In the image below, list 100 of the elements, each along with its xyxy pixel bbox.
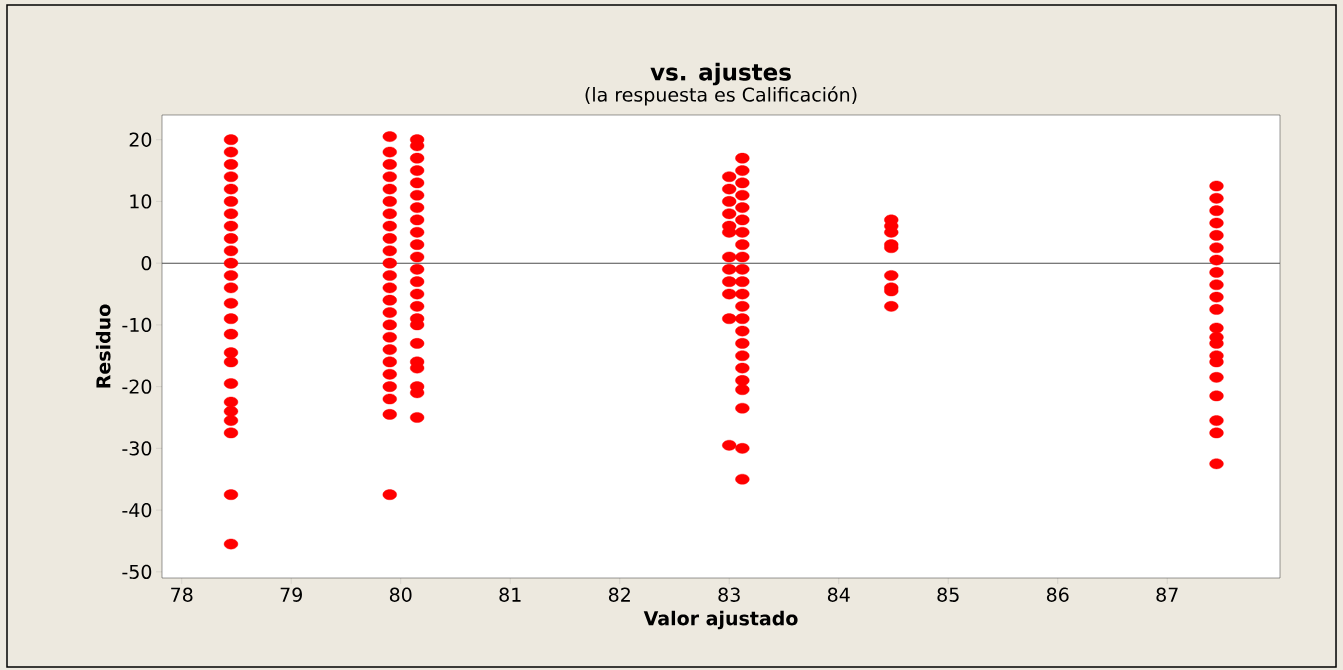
point (722, 171, 737, 183)
point (382, 220, 397, 232)
point (410, 251, 425, 263)
point (382, 319, 397, 331)
y-tick-label: -20 (122, 379, 152, 394)
point (735, 165, 750, 176)
point (223, 208, 239, 220)
point (382, 146, 397, 158)
point (1209, 267, 1224, 278)
point (1209, 458, 1224, 470)
y-tick-label: 10 (130, 194, 152, 209)
point (1209, 230, 1224, 241)
point (223, 427, 239, 439)
point (410, 202, 425, 213)
point (223, 171, 239, 183)
point (884, 227, 899, 238)
y-tick-label: -50 (122, 564, 152, 580)
point (735, 338, 750, 349)
point (1209, 338, 1224, 349)
chart-title: vs. ajustes (650, 62, 791, 86)
point (735, 473, 750, 485)
point (735, 325, 750, 337)
point (722, 183, 737, 195)
point (223, 328, 239, 340)
point (722, 227, 737, 238)
point (1209, 193, 1224, 204)
point (382, 282, 397, 294)
chart-subtitle: (la respuesta es Calificación) (585, 86, 857, 106)
point (410, 227, 425, 238)
point (722, 208, 737, 220)
y-tick-label: -30 (122, 441, 152, 456)
point (223, 220, 239, 232)
x-tick-label: 78 (171, 587, 193, 602)
point (735, 276, 750, 287)
point (410, 165, 425, 176)
point (410, 362, 425, 374)
y-tick-label: -40 (122, 502, 152, 518)
point (410, 387, 425, 399)
point (1209, 372, 1224, 383)
point (410, 301, 425, 312)
point (722, 196, 737, 207)
point (722, 251, 737, 263)
point (1209, 279, 1224, 291)
point (1209, 217, 1224, 229)
point (382, 393, 397, 405)
y-tick-label: 0 (141, 255, 152, 271)
point (410, 214, 425, 226)
point (223, 313, 239, 325)
point (735, 443, 750, 454)
point (884, 270, 899, 281)
point (382, 331, 397, 343)
point (223, 356, 239, 368)
x-tick-label: 84 (827, 587, 850, 602)
point (223, 183, 239, 195)
point (382, 233, 397, 244)
point (410, 288, 425, 300)
point (1209, 254, 1224, 266)
point (410, 338, 425, 349)
point (735, 152, 750, 164)
y-tick-label: 20 (129, 132, 152, 147)
point (735, 202, 750, 213)
x-axis-title: Valor ajustado (643, 610, 798, 630)
point (382, 245, 397, 257)
point (410, 189, 425, 201)
point (382, 159, 397, 170)
point (1209, 291, 1224, 303)
point (1209, 322, 1224, 334)
point (410, 276, 425, 287)
point (382, 131, 397, 142)
y-tick-label: -10 (122, 317, 152, 333)
point (382, 344, 397, 355)
point (722, 439, 737, 451)
point (382, 307, 397, 318)
point (223, 257, 239, 269)
point (382, 356, 397, 368)
point (1209, 390, 1224, 402)
point (382, 381, 397, 392)
point (722, 264, 737, 275)
point (382, 196, 397, 207)
point (735, 251, 750, 263)
x-tick-label: 79 (280, 587, 302, 602)
point (223, 396, 239, 408)
point (1209, 415, 1224, 426)
point (735, 301, 750, 312)
point (735, 402, 750, 414)
point (382, 368, 397, 380)
point (223, 297, 239, 309)
x-tick-label: 81 (499, 587, 521, 602)
x-tick-label: 85 (937, 587, 959, 602)
point (1209, 356, 1224, 368)
point (1209, 205, 1224, 216)
x-tick-label: 87 (1156, 587, 1178, 602)
point (1209, 242, 1224, 254)
point (382, 409, 397, 420)
point (223, 282, 239, 294)
point (410, 264, 425, 275)
point (410, 177, 425, 189)
point (735, 239, 750, 250)
point (735, 288, 750, 300)
point (410, 412, 425, 423)
